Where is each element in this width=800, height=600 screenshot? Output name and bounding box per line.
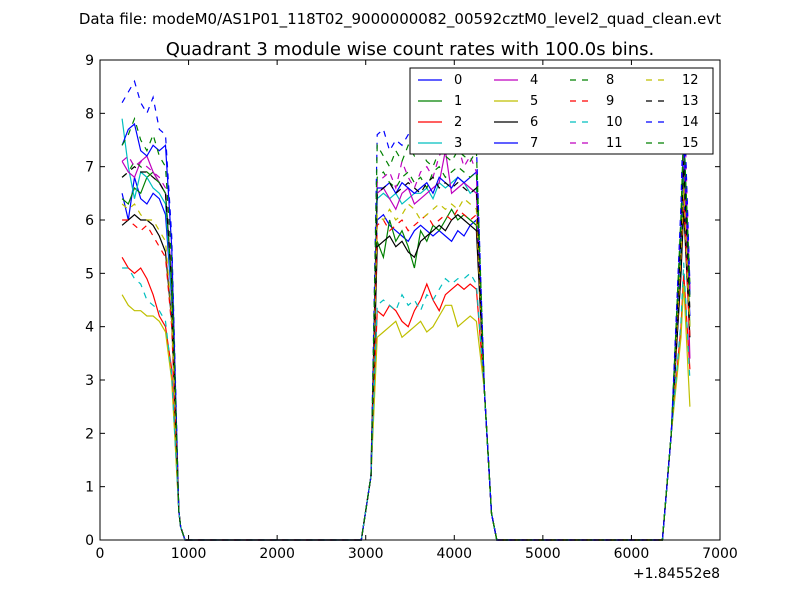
legend-box [409, 67, 714, 155]
y-tick-label: 2 [85, 426, 94, 442]
legend-label-11: 11 [606, 136, 623, 151]
x-offset-label: +1.84552e8 [633, 566, 720, 582]
series-line-11 [121, 86, 691, 541]
legend-label-3: 3 [454, 136, 462, 151]
chart-title: Quadrant 3 module wise count rates with … [166, 39, 655, 60]
x-tick-label: 6000 [614, 546, 650, 562]
legend-label-0: 0 [454, 73, 462, 88]
series-line-1 [121, 166, 691, 541]
y-tick-label: 1 [85, 480, 94, 496]
x-tick-label: 7000 [702, 546, 738, 562]
series-line-0 [121, 177, 691, 541]
x-tick-label: 0 [96, 546, 105, 562]
legend-label-15: 15 [682, 136, 699, 151]
x-tick-label: 5000 [525, 546, 561, 562]
series-line-6 [121, 209, 691, 541]
y-tick-label: 5 [85, 266, 94, 282]
series-line-15 [121, 116, 691, 541]
series-line-3 [121, 118, 691, 541]
legend-label-8: 8 [606, 73, 614, 88]
axes-frame [99, 59, 721, 541]
series-line-2 [121, 256, 691, 541]
series-line-7 [121, 122, 691, 541]
series-line-14 [121, 79, 691, 541]
legend-label-1: 1 [454, 94, 462, 109]
legend-label-2: 2 [454, 115, 462, 130]
legend-label-14: 14 [682, 115, 699, 130]
suptitle: Data file: modeM0/AS1P01_118T02_90000000… [79, 10, 721, 29]
x-tick-label: 3000 [348, 546, 384, 562]
series-line-13 [121, 161, 691, 541]
legend-label-6: 6 [530, 115, 538, 130]
y-tick-label: 3 [85, 373, 94, 389]
legend-label-4: 4 [530, 73, 538, 88]
y-tick-label: 7 [85, 160, 94, 176]
y-tick-label: 4 [85, 320, 94, 336]
x-tick-label: 4000 [436, 546, 472, 562]
plot-lines [121, 79, 691, 541]
legend-label-9: 9 [606, 94, 614, 109]
y-tick-label: 0 [85, 533, 94, 549]
x-tick-label: 2000 [259, 546, 295, 562]
series-line-9 [122, 198, 691, 541]
y-tick-label: 6 [85, 213, 94, 229]
y-tick-label: 9 [85, 53, 94, 69]
legend-label-5: 5 [530, 94, 538, 109]
series-line-10 [122, 262, 691, 541]
x-tick-label: 1000 [171, 546, 207, 562]
legend-label-13: 13 [682, 94, 699, 109]
legend-label-12: 12 [682, 73, 699, 88]
legend-label-10: 10 [606, 115, 623, 130]
series-line-5 [121, 283, 691, 541]
legend-label-7: 7 [530, 136, 538, 151]
y-tick-label: 8 [85, 106, 94, 122]
